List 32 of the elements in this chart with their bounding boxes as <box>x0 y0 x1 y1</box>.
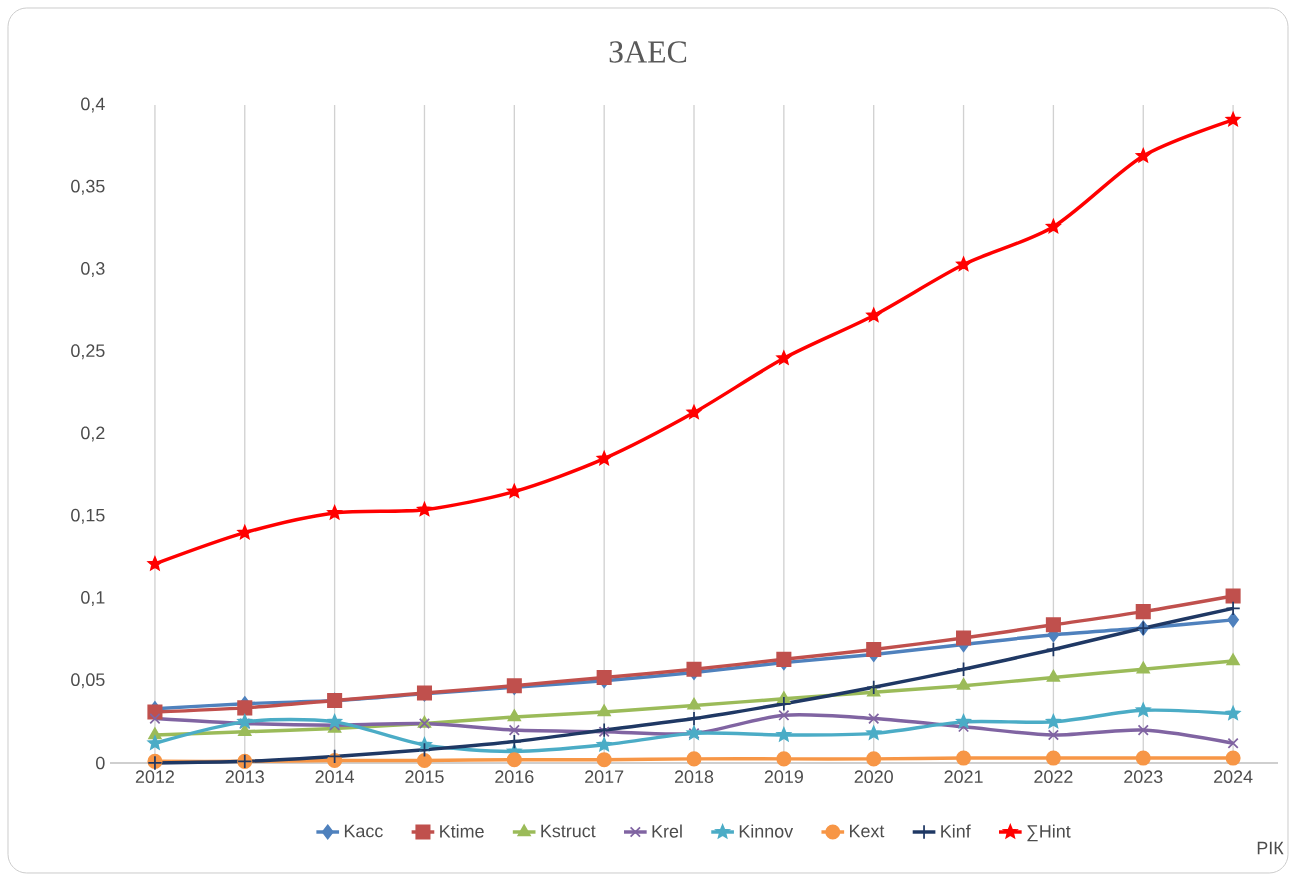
x-tick-label: 2015 <box>405 770 444 784</box>
legend-label: Kinf <box>941 824 971 838</box>
y-tick-label: 0,05 <box>71 673 105 689</box>
legend-label: Kext <box>850 824 885 838</box>
legend-label: Kstruct <box>541 824 596 838</box>
x-axis-title: РІК <box>1257 841 1284 855</box>
x-tick-label: 2017 <box>585 770 624 784</box>
y-tick-label: 0,15 <box>71 508 105 524</box>
x-tick-label: 2024 <box>1214 770 1253 784</box>
x-tick-label: 2021 <box>944 770 983 784</box>
x-tick-label: 2016 <box>495 770 534 784</box>
legend-label: Kacc <box>344 824 383 838</box>
x-tick-label: 2012 <box>135 770 174 784</box>
x-tick-label: 2022 <box>1034 770 1073 784</box>
chart-title: ЗАЕС <box>609 41 687 63</box>
y-tick-label: 0,2 <box>81 426 105 442</box>
y-tick-label: 0,4 <box>81 97 105 113</box>
y-tick-label: 0,35 <box>71 179 105 195</box>
x-tick-label: 2019 <box>764 770 803 784</box>
x-tick-label: 2013 <box>225 770 264 784</box>
y-tick-label: 0,3 <box>81 262 105 277</box>
x-tick-label: 2023 <box>1124 770 1163 784</box>
legend-label: ∑Hint <box>1027 824 1071 842</box>
legend-label: Ktime <box>440 824 484 838</box>
x-tick-label: 2014 <box>315 770 355 784</box>
y-tick-label: 0,25 <box>71 344 105 360</box>
y-tick-label: 0 <box>96 756 105 770</box>
x-tick-label: 2020 <box>854 770 893 784</box>
y-tick-label: 0,1 <box>81 591 105 606</box>
legend-label: Krel <box>652 824 682 838</box>
x-tick-label: 2018 <box>674 770 714 784</box>
legend-label: Kinnov <box>739 824 794 838</box>
